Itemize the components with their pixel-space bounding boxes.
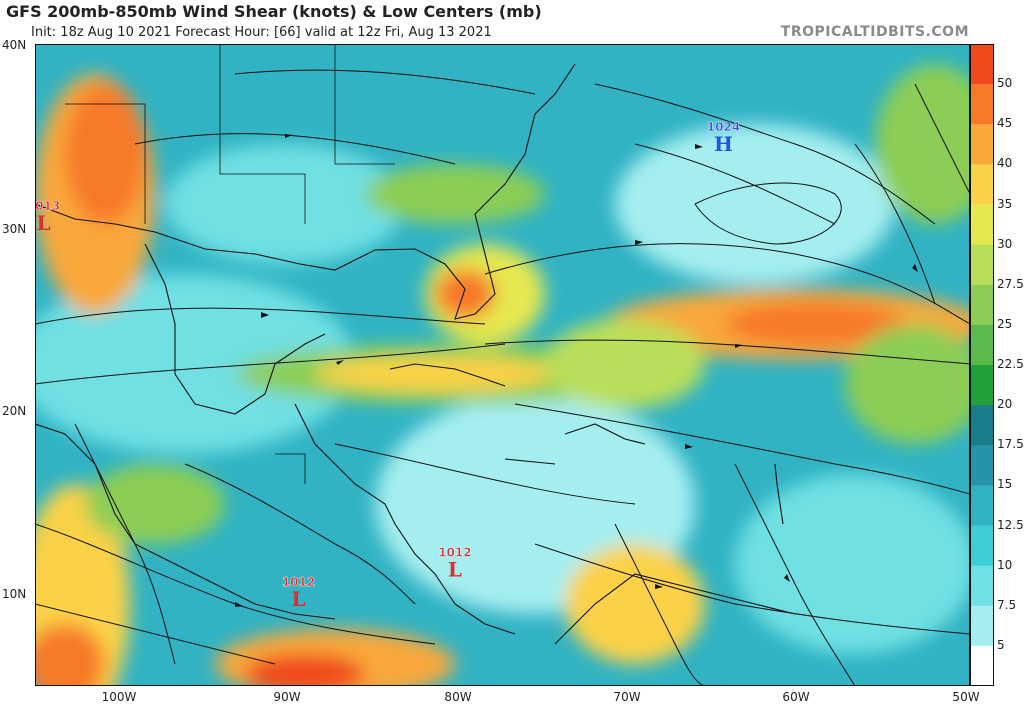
colorbar-bin xyxy=(970,124,994,165)
high-pressure-value: 1024 xyxy=(707,120,740,134)
colorbar-bin xyxy=(970,485,994,526)
colorbar-bin xyxy=(970,244,994,286)
colorbar-bin xyxy=(970,204,994,246)
borders xyxy=(65,44,395,484)
lon-label-100w: 100W xyxy=(101,690,137,704)
colorbar-label: 45 xyxy=(997,116,1013,131)
lat-label-40n: 40N xyxy=(2,38,27,52)
wind-shear-map: 1024H1013L1012L1012L xyxy=(35,44,970,686)
lat-label-20n: 20N xyxy=(2,404,27,418)
colorbar-label: 50 xyxy=(997,76,1013,91)
lat-label-30n: 30N xyxy=(2,222,27,236)
lon-label-90w: 90W xyxy=(273,690,301,704)
colorbar-bin xyxy=(970,284,994,326)
streamlines xyxy=(35,69,970,686)
colorbar-bin xyxy=(970,605,994,647)
lon-label-80w: 80W xyxy=(444,690,472,704)
colorbar-label: 7.5 xyxy=(997,597,1017,612)
colorbar-label: 17.5 xyxy=(997,437,1024,452)
lon-label-50w: 50W xyxy=(952,690,980,704)
site-watermark: TROPICALTIDBITS.COM xyxy=(780,24,969,40)
colorbar-label: 5 xyxy=(997,637,1005,652)
colorbar-label: 25 xyxy=(997,316,1013,331)
colorbar-bin xyxy=(970,84,994,125)
map-title: GFS 200mb-850mb Wind Shear (knots) & Low… xyxy=(6,2,542,21)
colorbar-bin xyxy=(970,525,994,567)
colorbar-label: 30 xyxy=(997,236,1013,251)
lat-label-10n: 10N xyxy=(2,587,27,601)
coastlines xyxy=(35,63,796,645)
lon-label-60w: 60W xyxy=(782,690,810,704)
colorbar-label: 27.5 xyxy=(997,276,1024,291)
colorbar-bin xyxy=(970,565,994,607)
colorbar-bin xyxy=(970,645,994,686)
low-center-symbol: L xyxy=(291,587,305,611)
colorbar-label: 15 xyxy=(997,477,1013,492)
low-pressure-value: 1013 xyxy=(35,199,60,213)
shear-colorbar xyxy=(970,44,994,686)
colorbar-label: 10 xyxy=(997,557,1013,572)
low-center-symbol: L xyxy=(36,211,50,235)
lon-label-70w: 70W xyxy=(613,690,641,704)
streamline-arrows xyxy=(235,134,918,607)
colorbar-bin xyxy=(970,164,994,205)
colorbar-bin xyxy=(970,365,994,406)
pressure-centers: 1024H1013L1012L1012L xyxy=(35,120,740,611)
colorbar-bin xyxy=(970,405,994,446)
colorbar-bin xyxy=(970,324,994,366)
colorbar-bin xyxy=(970,44,994,85)
shear-field xyxy=(35,64,970,686)
colorbar-label: 12.5 xyxy=(997,517,1024,532)
low-pressure-value: 1012 xyxy=(438,545,471,559)
low-pressure-value: 1012 xyxy=(282,575,315,589)
colorbar-label: 40 xyxy=(997,156,1013,171)
low-center-symbol: L xyxy=(448,557,462,581)
high-center-symbol: H xyxy=(714,132,733,156)
init-forecast-info: Init: 18z Aug 10 2021 Forecast Hour: [66… xyxy=(31,25,492,40)
colorbar-label: 35 xyxy=(997,196,1013,211)
colorbar-bin xyxy=(970,445,994,486)
colorbar-label: 22.5 xyxy=(997,357,1024,371)
colorbar-label: 20 xyxy=(997,397,1013,412)
